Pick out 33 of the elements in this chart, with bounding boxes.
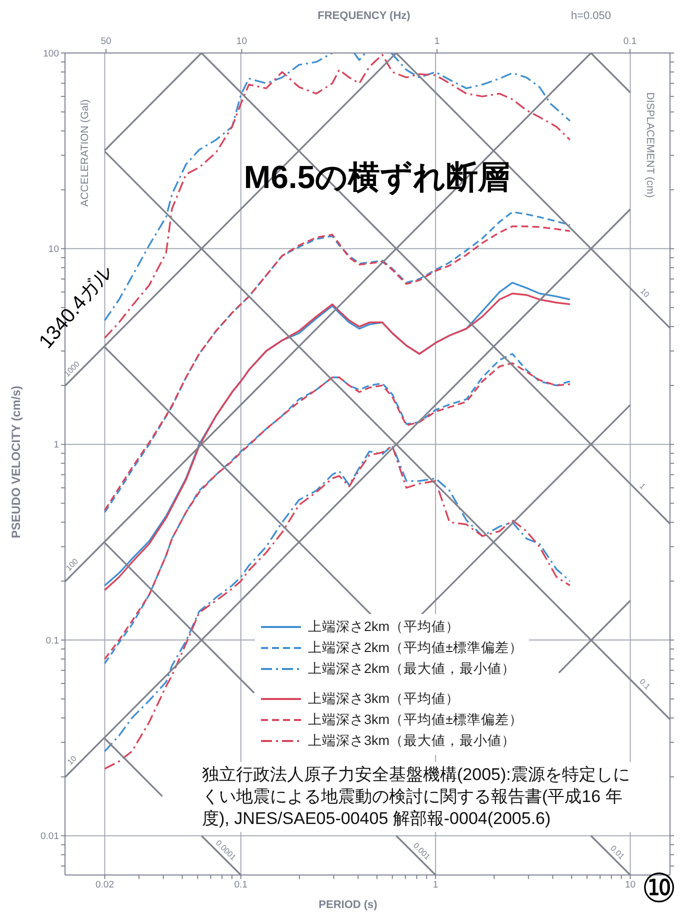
legend-label: 上端深さ3km（平均値±標準偏差）	[308, 710, 523, 728]
y-tick-label: 1	[54, 440, 59, 451]
y-axis-title: PSEUDO VELOCITY (cm/s)	[9, 386, 23, 538]
annotation: 100	[64, 556, 80, 573]
annotation: 10	[638, 286, 652, 300]
x-tick-label: 1	[432, 880, 438, 891]
legend-label: 上端深さ3km（最大値，最小値）	[308, 732, 516, 750]
text: 0.1	[623, 36, 637, 47]
annotation: 0.1	[638, 677, 652, 692]
y-tick-label: 10	[48, 244, 59, 256]
x-axis-title: PERIOD (s)	[318, 899, 378, 911]
annotation: DISPLACEMENT (cm)	[644, 92, 656, 198]
legend-label: 上端深さ2km（平均値）	[308, 618, 460, 636]
annotation: ⑩	[641, 866, 677, 912]
text: M6.5の横ずれ断層	[244, 159, 510, 196]
text: 1	[434, 36, 440, 47]
text: 10	[236, 36, 247, 47]
y-tick-label: 0.01	[40, 831, 59, 842]
y-tick-label: 100	[43, 48, 59, 60]
x2-axis-title: FREQUENCY (Hz)	[318, 10, 411, 22]
legend-label: 上端深さ2km（最大値，最小値）	[308, 660, 516, 678]
y-tick-label: 0.1	[46, 635, 59, 646]
text: h=0.050	[570, 10, 612, 22]
legend-label: 上端深さ2km（平均値±標準偏差）	[308, 638, 523, 656]
annotation: ACCELERATION (Gal)	[79, 99, 91, 207]
annotation: 1	[638, 482, 648, 492]
x-tick-label: 10	[624, 880, 636, 891]
text: 50	[100, 36, 112, 47]
annotation: 10	[66, 754, 79, 767]
annotation: 独立行政法人原子力安全基盤機構(2005):震源を特定しにくい地震による地震動の検討に関する報告書(平成16 年度), JNES/SAE05-00405 解部報-0004(2005.6)	[198, 762, 642, 832]
x-tick-label: 0.02	[95, 880, 114, 891]
x-tick-label: 0.1	[234, 880, 248, 891]
legend-label: 上端深さ3km（平均値）	[308, 690, 460, 708]
